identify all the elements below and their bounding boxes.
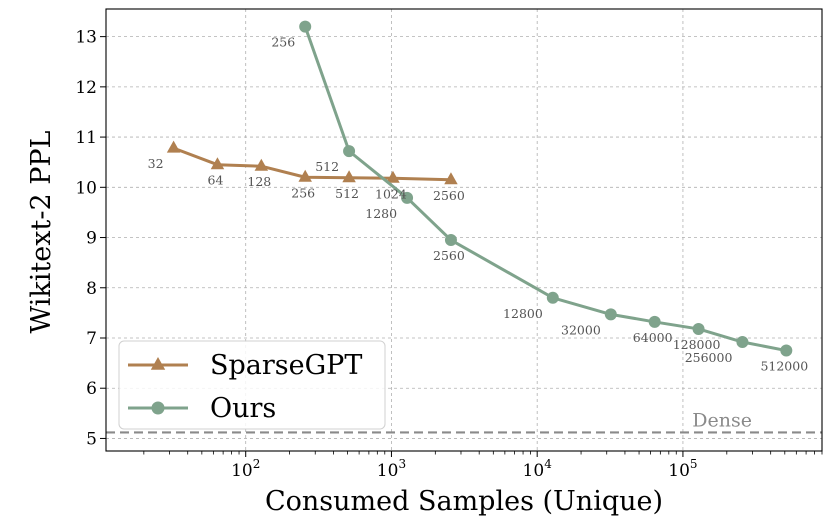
gridlines bbox=[106, 9, 822, 451]
ours-point bbox=[444, 234, 457, 247]
x-tick-label: 105 bbox=[668, 457, 697, 481]
sparsegpt-point bbox=[210, 157, 225, 170]
ours-point bbox=[692, 322, 705, 335]
ours-point-label: 128000 bbox=[673, 337, 721, 352]
x-tick-label: 104 bbox=[523, 457, 553, 481]
ours-point-label: 2560 bbox=[433, 248, 465, 263]
ours-point-label: 12800 bbox=[503, 306, 543, 321]
y-tick-label: 8 bbox=[86, 279, 97, 299]
y-tick-label: 13 bbox=[75, 28, 97, 48]
ours-point bbox=[736, 336, 749, 349]
legend: SparseGPT Ours bbox=[118, 340, 386, 430]
sparsegpt-point-label: 2560 bbox=[433, 188, 465, 203]
sparsegpt-point-label: 512 bbox=[335, 186, 359, 201]
ours-point-label: 1280 bbox=[365, 206, 397, 221]
ours-point bbox=[780, 344, 793, 357]
sparsegpt-point bbox=[254, 158, 269, 171]
y-tick-label: 10 bbox=[75, 178, 97, 198]
y-axis-title: Wikitext-2 PPL bbox=[26, 130, 57, 333]
y-tick-label: 12 bbox=[75, 78, 97, 98]
sparsegpt-point bbox=[444, 172, 458, 185]
y-tick-label: 6 bbox=[86, 379, 97, 399]
ours-point bbox=[299, 20, 312, 33]
x-tick-label: 103 bbox=[377, 457, 406, 481]
sparsegpt-point bbox=[386, 170, 400, 183]
legend-ours-label: Ours bbox=[210, 393, 276, 424]
legend-sparsegpt-label: SparseGPT bbox=[210, 350, 362, 381]
ours-point-label: 256000 bbox=[685, 350, 733, 365]
y-tick-label: 9 bbox=[86, 229, 97, 249]
sparsegpt-point-label: 1024 bbox=[375, 186, 407, 201]
reference-line-group: Dense bbox=[106, 409, 822, 434]
y-tick-label: 7 bbox=[86, 329, 97, 349]
y-axis: 5 6 7 8 9 10 11 12 13 bbox=[75, 28, 106, 449]
sparsegpt-point-label: 32 bbox=[148, 156, 164, 171]
ours-point bbox=[648, 315, 661, 328]
dense-reference-label: Dense bbox=[692, 409, 752, 431]
ours-point-label: 32000 bbox=[561, 322, 601, 337]
sparsegpt-point-label: 128 bbox=[247, 174, 271, 189]
ours-point bbox=[401, 191, 414, 204]
y-tick-label: 11 bbox=[75, 128, 97, 148]
ours-point-label: 256 bbox=[271, 35, 295, 50]
sparsegpt-point bbox=[298, 169, 312, 182]
ours-point bbox=[546, 291, 559, 304]
x-axis: 102 103 104 105 bbox=[143, 451, 823, 481]
legend-sparsegpt-marker bbox=[150, 357, 166, 370]
series-lines bbox=[166, 20, 793, 357]
x-tick-label: 102 bbox=[231, 457, 260, 481]
ours-point-label: 512000 bbox=[760, 359, 808, 374]
sparsegpt-point bbox=[166, 140, 181, 153]
ours-point-label: 512 bbox=[315, 159, 339, 174]
ours-line bbox=[303, 26, 787, 353]
ours-point bbox=[604, 308, 617, 321]
plot-frame bbox=[105, 8, 823, 452]
ours-point-label: 64000 bbox=[633, 330, 673, 345]
sparsegpt-point-label: 64 bbox=[208, 173, 224, 188]
sparsegpt-point-label: 256 bbox=[291, 185, 315, 200]
y-tick-label: 5 bbox=[86, 429, 97, 449]
ours-point bbox=[343, 145, 356, 158]
x-axis-title: Consumed Samples (Unique) bbox=[265, 486, 663, 517]
sparsegpt-point bbox=[342, 170, 356, 183]
legend-ours-marker bbox=[151, 401, 165, 415]
